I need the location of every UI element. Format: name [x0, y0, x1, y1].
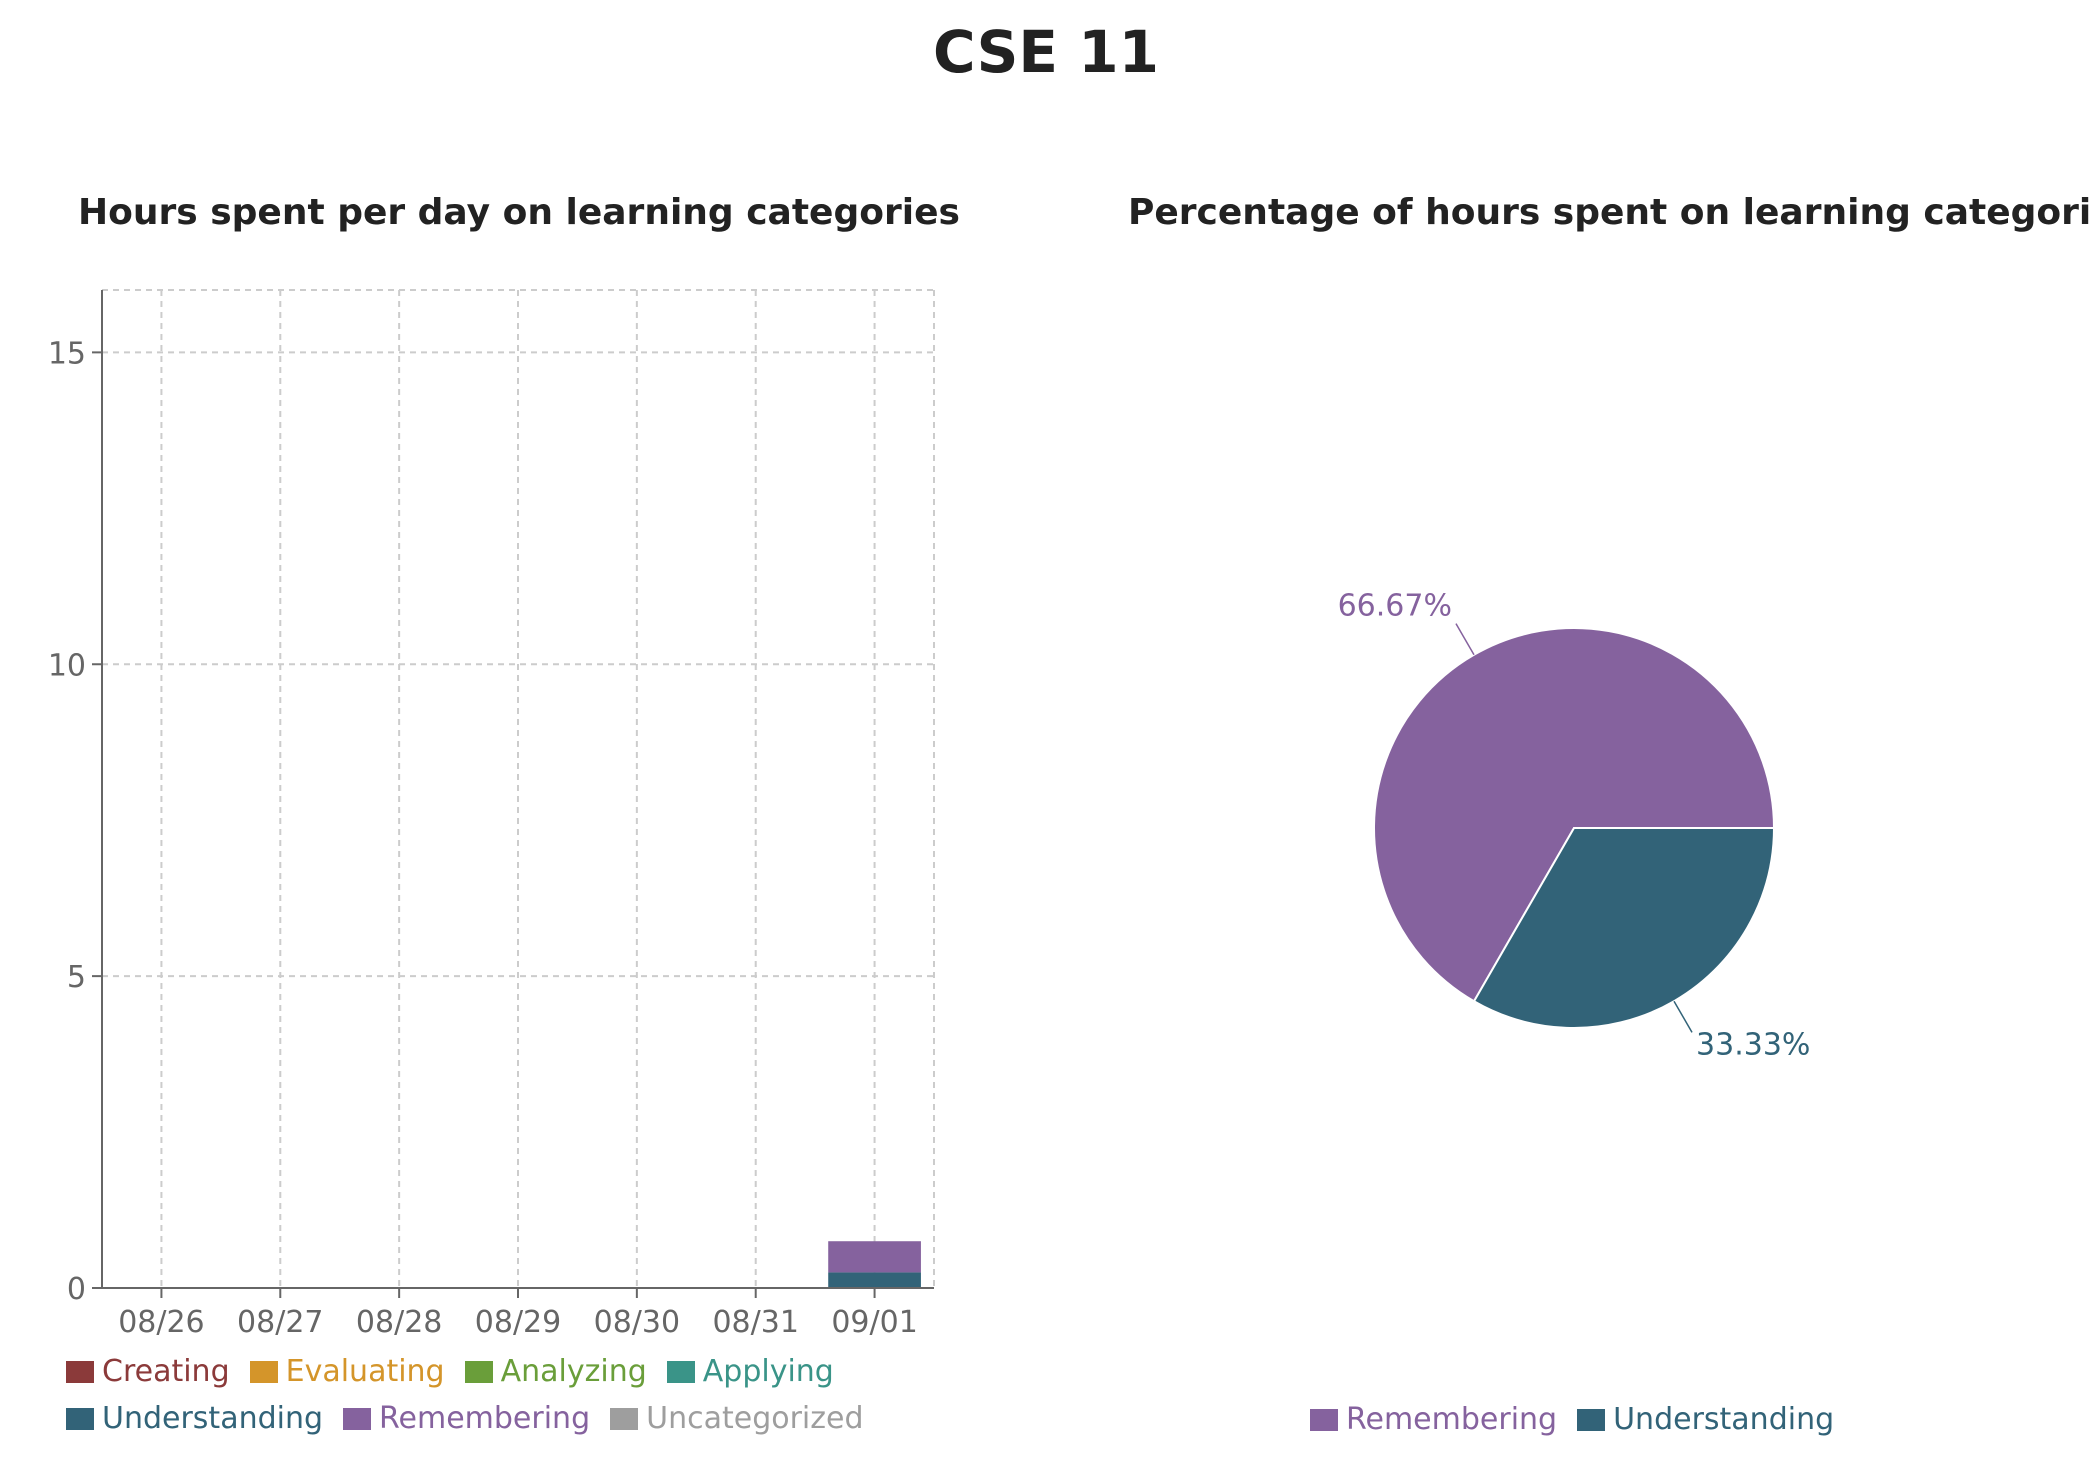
legend-label: Remembering [379, 1401, 591, 1436]
bar-chart-legend: Creating Evaluating Analyzing Applying Under… [66, 1354, 896, 1448]
x-tick-label: 08/28 [356, 1305, 442, 1340]
bar-chart-title: Hours spent per day on learning categori… [78, 192, 960, 233]
pie-chart-title: Percentage of hours spent on learning ca… [1128, 192, 2092, 233]
legend-label: Evaluating [285, 1354, 445, 1389]
y-tick-label: 15 [48, 336, 86, 371]
x-tick-label: 08/26 [118, 1305, 204, 1340]
legend-label: Understanding [1613, 1402, 1835, 1437]
legend-label: Understanding [102, 1401, 324, 1436]
legend-swatch [610, 1407, 639, 1430]
y-tick-label: 0 [67, 1272, 86, 1307]
legend-item-understanding[interactable]: Understanding [66, 1401, 323, 1436]
y-tick-label: 5 [67, 960, 86, 995]
legend-item-understanding[interactable]: Understanding [1577, 1402, 1834, 1437]
legend-label: Applying [702, 1354, 834, 1389]
legend-item-remembering[interactable]: Remembering [1310, 1402, 1557, 1437]
legend-label: Remembering [1346, 1402, 1558, 1437]
legend-swatch [464, 1360, 493, 1383]
legend-label: Creating [102, 1354, 230, 1389]
legend-swatch [666, 1360, 695, 1383]
x-tick-label: 08/29 [475, 1305, 561, 1340]
legend-swatch [66, 1407, 94, 1430]
legend-label: Analyzing [500, 1354, 647, 1389]
legend-swatch [66, 1360, 94, 1383]
pie-leader-line [1455, 623, 1475, 656]
legend-item-analyzing[interactable]: Analyzing [464, 1354, 647, 1389]
pie-leader-line [1673, 1000, 1693, 1033]
legend-item-remembering[interactable]: Remembering [343, 1401, 590, 1436]
pie-data-label: 66.67% [1338, 589, 1452, 624]
bar-segment-remembering [828, 1241, 921, 1273]
legend-swatch [343, 1407, 372, 1430]
legend-swatch [1310, 1408, 1338, 1431]
pie-slice-remembering [1373, 627, 1776, 1003]
pie-chart: 66.67% 33.33% [1338, 589, 1811, 1063]
legend-item-evaluating[interactable]: Evaluating [249, 1354, 445, 1389]
legend-item-uncategorized[interactable]: Uncategorized [610, 1401, 864, 1436]
legend-item-creating[interactable]: Creating [66, 1354, 230, 1389]
x-tick-label: 08/27 [237, 1305, 323, 1340]
x-tick-label: 08/31 [712, 1305, 798, 1340]
bar-segment-understanding [828, 1272, 921, 1288]
legend-swatch [1577, 1408, 1606, 1431]
pie-chart-legend: Remembering Understanding [1310, 1402, 1854, 1449]
page-title: CSE 11 [933, 18, 1159, 86]
legend-label: Uncategorized [646, 1401, 864, 1436]
y-tick-label: 10 [48, 648, 86, 683]
legend-swatch [249, 1360, 278, 1383]
bar-chart: 0 5 10 15 08/26 08/27 08/28 08/29 08/30 08/31 09/0… [48, 289, 935, 1340]
x-tick-label: 09/01 [831, 1305, 917, 1340]
legend-item-applying[interactable]: Applying [666, 1354, 834, 1389]
pie-data-label: 33.33% [1696, 1027, 1810, 1062]
x-tick-label: 08/30 [594, 1305, 680, 1340]
